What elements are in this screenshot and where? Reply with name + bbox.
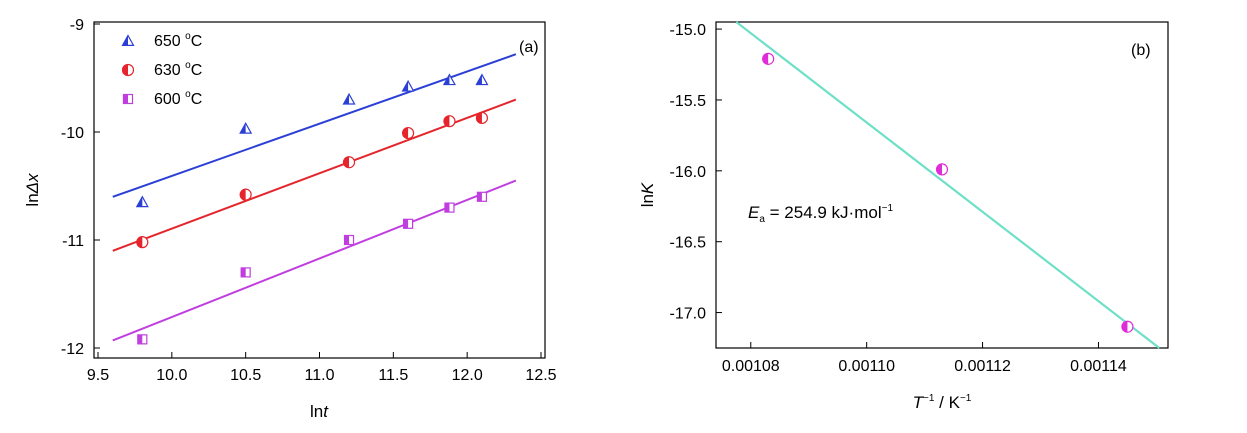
panel-b-label: (b)	[1131, 42, 1151, 59]
data-point	[402, 126, 415, 140]
legend-entry: 630 oC	[154, 60, 202, 79]
x-tick-label: 12.0	[452, 367, 483, 384]
panel-a-x-axis-label: lnt	[310, 402, 329, 421]
panel-b-chart: 0.00108 0.00110 0.00112 0.00114 -15.0 -15.5 -1…	[638, 21, 1169, 412]
x-tick-label: 10.0	[156, 367, 187, 384]
panel-a-label: (a)	[519, 39, 539, 56]
data-point	[762, 52, 775, 65]
data-point	[240, 267, 251, 278]
legend-entry: 600 oC	[154, 89, 202, 108]
data-point	[137, 334, 148, 345]
data-point	[442, 73, 456, 86]
x-tick-label: 0.00114	[1070, 358, 1127, 375]
panel-b-data-points	[762, 52, 1134, 333]
fit-line	[112, 179, 517, 342]
legend-marker	[121, 63, 135, 77]
x-tick-label: 11.5	[378, 367, 408, 384]
x-tick-label: 10.5	[230, 367, 261, 384]
data-point	[343, 234, 355, 246]
y-tick-label: -16.5	[670, 235, 707, 252]
panel-a-legend: 650 oC 630 oC 600 oC	[121, 31, 202, 108]
panel-a-y-axis-label: lnΔx	[23, 173, 42, 207]
x-tick-label: 0.00112	[954, 358, 1011, 375]
x-tick-label: 0.00108	[722, 358, 780, 375]
x-tick-label: 0.00110	[838, 358, 895, 375]
y-tick-label: -17.0	[670, 306, 707, 323]
y-tick-label: -10	[61, 125, 84, 142]
data-point	[403, 218, 414, 229]
y-tick-label: -12	[61, 341, 84, 358]
legend-entry: 650 oC	[154, 31, 202, 50]
x-tick-label: 11.0	[305, 367, 335, 384]
x-tick-label: 9.5	[87, 367, 109, 384]
data-point	[475, 111, 489, 125]
y-tick-label: -15.0	[670, 22, 707, 39]
data-point	[1121, 320, 1134, 333]
data-point	[136, 236, 149, 249]
panel-b-fit-lines	[735, 21, 1160, 349]
panel-b-plot-frame	[715, 21, 1169, 349]
data-point	[476, 191, 488, 202]
data-point	[342, 156, 356, 169]
data-point	[443, 115, 456, 128]
x-tick-label: 12.5	[525, 367, 556, 384]
data-point	[444, 202, 455, 213]
activation-energy-annotation: Ea = 254.9 kJ·mol−1	[748, 203, 893, 225]
y-tick-label: -9	[70, 17, 84, 34]
panel-b-ticks: 0.00108 0.00110 0.00112 0.00114 -15.0 -15.5 -1…	[670, 22, 1127, 375]
data-point	[401, 79, 415, 92]
panel-a-ticks: 9.5 10.0 10.5 11.0 11.5 12.0 12.5 -9 -10 -11 -12	[61, 17, 557, 384]
panel-b-x-axis-label: T−1 / K−1	[913, 393, 972, 412]
panel-a-chart: 9.5 10.0 10.5 11.0 11.5 12.0 12.5 -9 -10 -11 -12 6…	[23, 17, 557, 421]
y-tick-label: -11	[62, 233, 84, 250]
y-tick-label: -15.5	[670, 93, 707, 110]
legend-marker	[122, 93, 134, 105]
panel-a-data-points	[135, 73, 489, 345]
y-tick-label: -16.0	[670, 164, 707, 181]
data-point	[935, 163, 949, 176]
data-point	[135, 195, 149, 208]
arrhenius-fit-line	[735, 21, 1160, 349]
data-point	[239, 188, 252, 201]
panel-b-y-axis-label: lnK	[638, 182, 657, 207]
legend-marker	[121, 34, 135, 47]
data-point	[239, 122, 253, 134]
data-point	[342, 92, 356, 105]
data-point	[475, 73, 489, 86]
